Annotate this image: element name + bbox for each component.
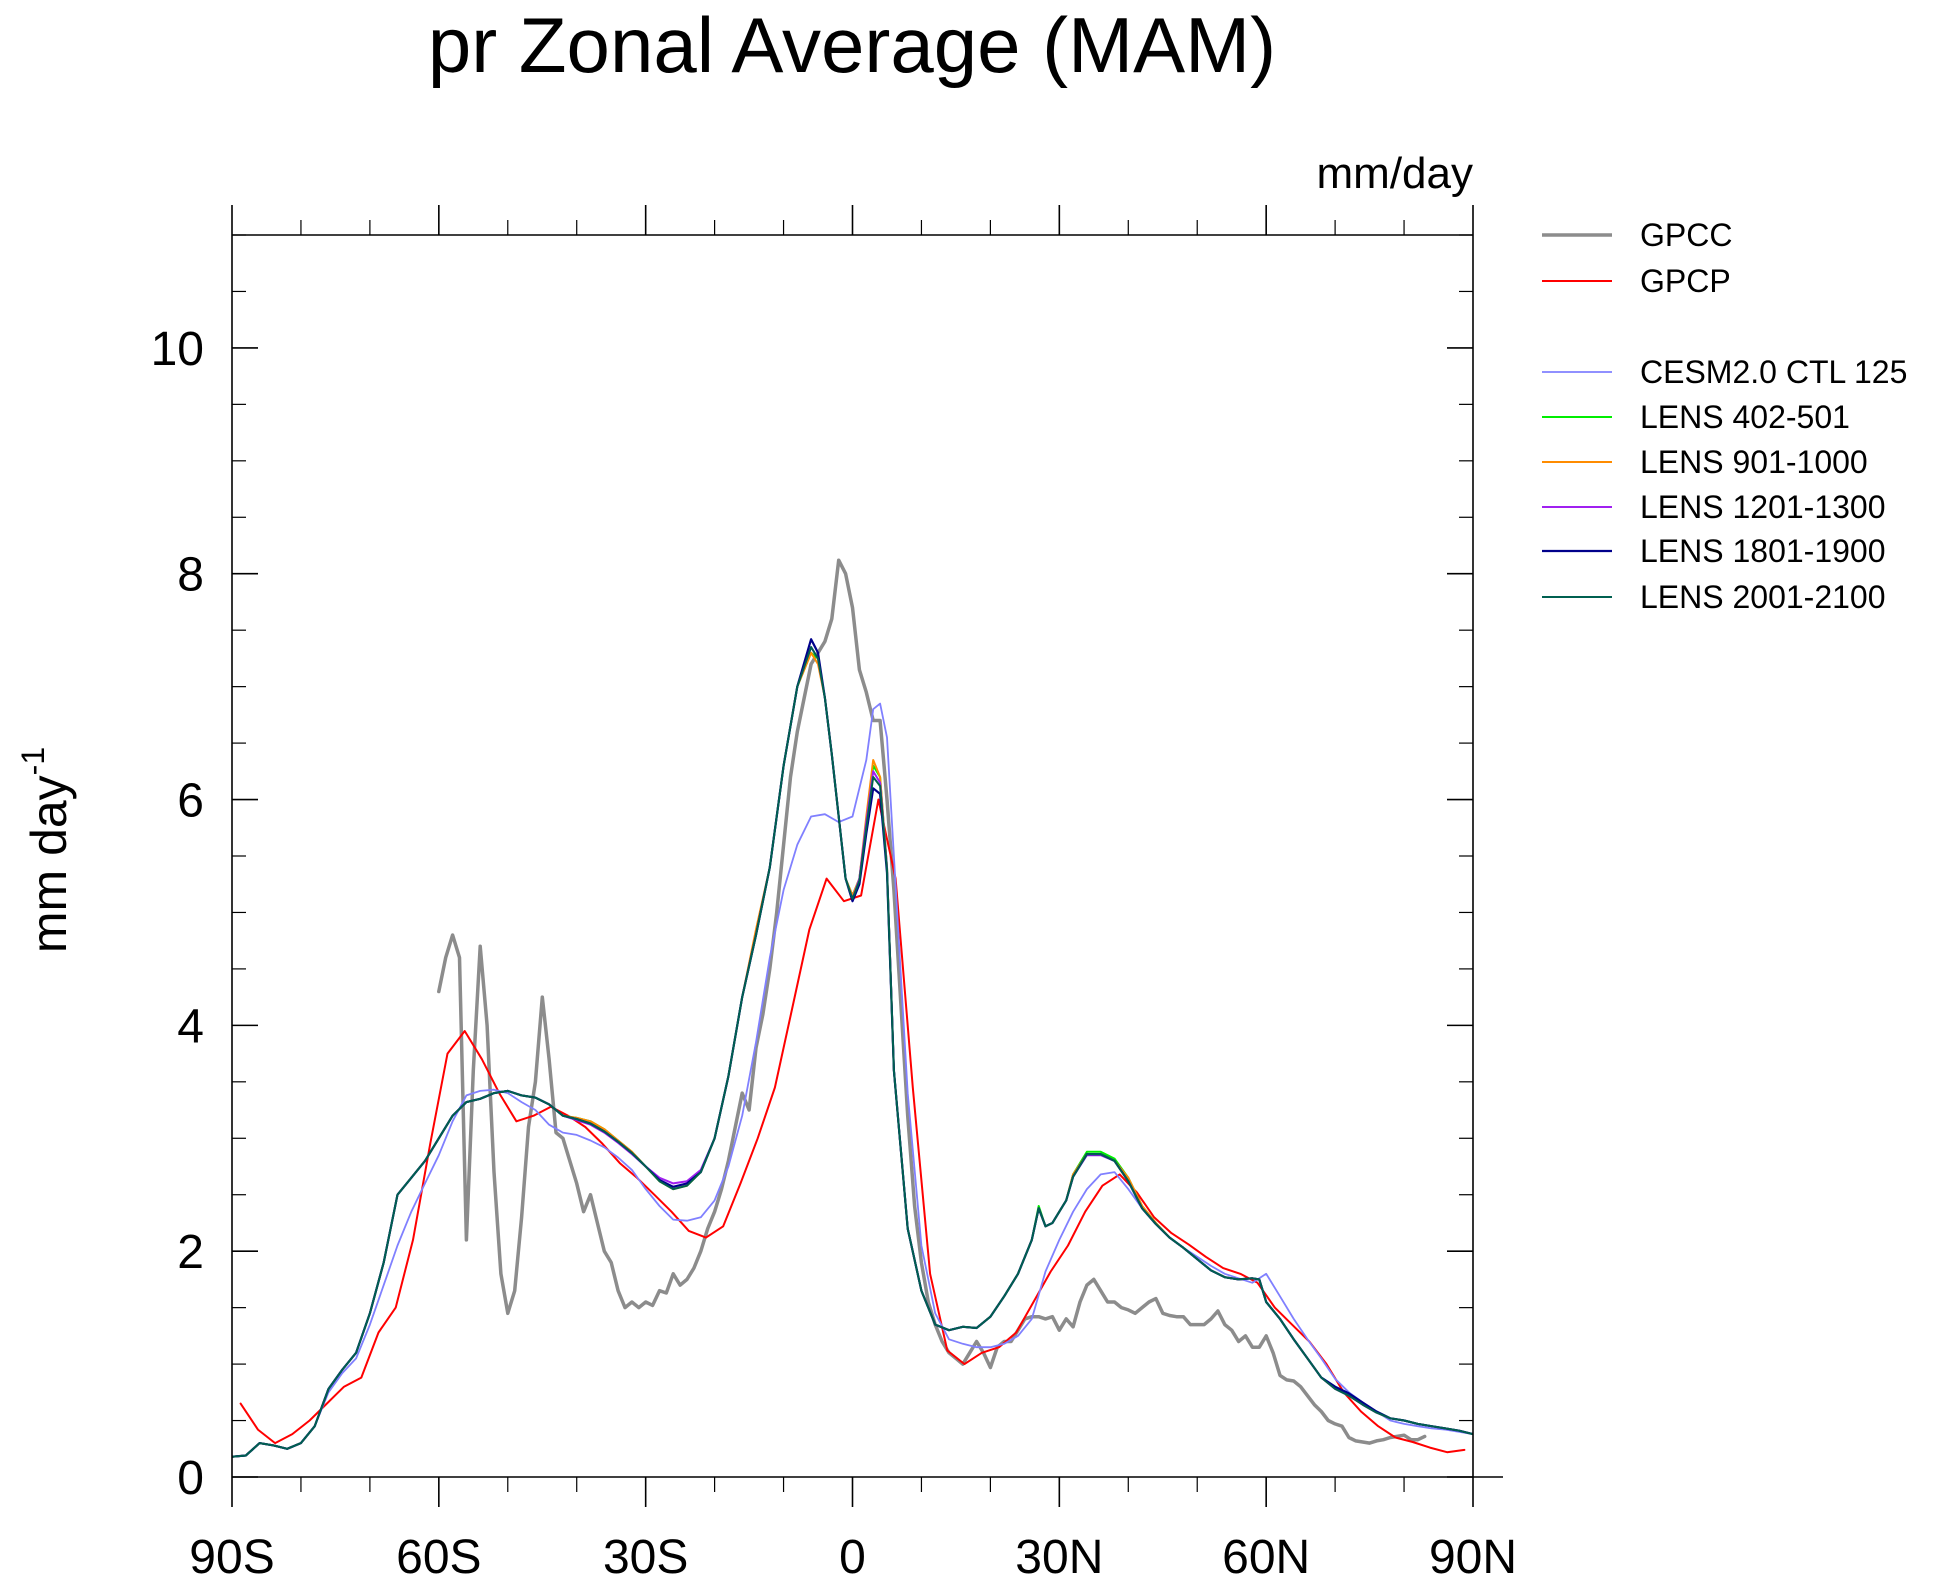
chart-title: pr Zonal Average (MAM) <box>428 1 1276 89</box>
x-tick-label: 0 <box>839 1531 866 1584</box>
series-line-lens-1201-1300 <box>232 646 1473 1458</box>
y-tick-label: 10 <box>151 323 204 376</box>
legend-label: LENS 1201-1300 <box>1640 489 1886 525</box>
series-line-lens-2001-2100 <box>232 646 1473 1458</box>
legend-label: LENS 1801-1900 <box>1640 533 1886 569</box>
x-tick-label: 30N <box>1015 1531 1103 1584</box>
series-layer <box>232 558 1473 1458</box>
x-tick-label: 90N <box>1429 1531 1517 1584</box>
plot-frame <box>231 234 1474 1478</box>
units-label: mm/day <box>1317 149 1473 198</box>
y-tick-label: 2 <box>177 1226 204 1279</box>
axis-ticks: 0 2 4 6 8 10 90S 60S 30S 0 30N 60N 90N <box>151 205 1517 1584</box>
legend-label: GPCC <box>1640 217 1732 253</box>
series-line-lens-402-501 <box>232 651 1473 1458</box>
x-tick-label: 60N <box>1222 1531 1310 1584</box>
legend-label: GPCP <box>1640 263 1731 299</box>
series-line-cesm2-0-ctl-125 <box>232 702 1473 1458</box>
legend-label: LENS 402-501 <box>1640 399 1850 435</box>
y-axis-title: mm day-1 <box>15 747 77 953</box>
legend-label: LENS 2001-2100 <box>1640 579 1886 615</box>
series-line-lens-901-1000 <box>232 651 1473 1458</box>
y-axis-label-superscript: -1 <box>15 747 51 775</box>
x-tick-label: 60S <box>396 1531 481 1584</box>
y-tick-label: 8 <box>177 549 204 602</box>
legend: GPCC GPCP CESM2.0 CTL 125 LENS 402-501 LENS … <box>1542 217 1907 615</box>
series-line-lens-1801-1900 <box>232 638 1473 1458</box>
y-tick-label: 0 <box>177 1452 204 1505</box>
svg-text:mm day-1: mm day-1 <box>15 747 77 953</box>
y-axis-label: mm day <box>21 775 77 953</box>
legend-label: LENS 901-1000 <box>1640 444 1868 480</box>
legend-label: CESM2.0 CTL 125 <box>1640 354 1907 390</box>
x-tick-label: 30S <box>603 1531 688 1584</box>
y-tick-label: 6 <box>177 775 204 828</box>
x-tick-label: 90S <box>189 1531 274 1584</box>
y-tick-label: 4 <box>177 1000 204 1053</box>
